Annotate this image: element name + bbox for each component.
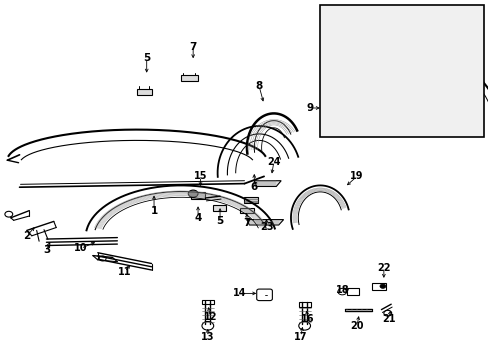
Text: 5: 5 — [216, 216, 223, 226]
Polygon shape — [246, 220, 283, 225]
Text: 9: 9 — [306, 103, 313, 113]
Text: 14: 14 — [232, 288, 246, 298]
Bar — [371, 283, 386, 290]
Text: 1: 1 — [150, 206, 157, 216]
Bar — [202, 300, 213, 304]
Text: 11: 11 — [118, 267, 131, 277]
Text: 16: 16 — [301, 314, 314, 324]
Text: 12: 12 — [203, 312, 217, 322]
Text: 7: 7 — [189, 42, 197, 52]
Bar — [190, 192, 205, 199]
Text: 3: 3 — [43, 245, 50, 255]
Text: 10: 10 — [74, 243, 87, 253]
Text: 21: 21 — [381, 314, 395, 324]
Text: 18: 18 — [335, 285, 348, 295]
Bar — [181, 75, 198, 81]
Text: 23: 23 — [259, 222, 273, 232]
Text: 4: 4 — [194, 213, 202, 223]
Circle shape — [188, 190, 198, 197]
Bar — [137, 89, 151, 95]
Bar — [244, 197, 258, 203]
Text: 6: 6 — [250, 182, 257, 192]
Text: 20: 20 — [349, 321, 363, 331]
Text: 2: 2 — [23, 231, 30, 241]
Bar — [298, 302, 310, 307]
Text: 5: 5 — [143, 53, 150, 63]
Text: 17: 17 — [293, 332, 307, 342]
Text: 15: 15 — [193, 171, 207, 181]
Circle shape — [379, 284, 385, 288]
Text: 7: 7 — [243, 218, 250, 228]
Text: 19: 19 — [349, 171, 363, 181]
Text: 8: 8 — [255, 81, 262, 91]
Text: 13: 13 — [201, 332, 214, 342]
Polygon shape — [254, 181, 281, 186]
Text: 24: 24 — [266, 157, 280, 167]
Text: 22: 22 — [376, 263, 390, 273]
Bar — [239, 208, 254, 213]
Bar — [320, 5, 483, 137]
Bar — [346, 288, 359, 295]
Bar — [212, 205, 226, 211]
